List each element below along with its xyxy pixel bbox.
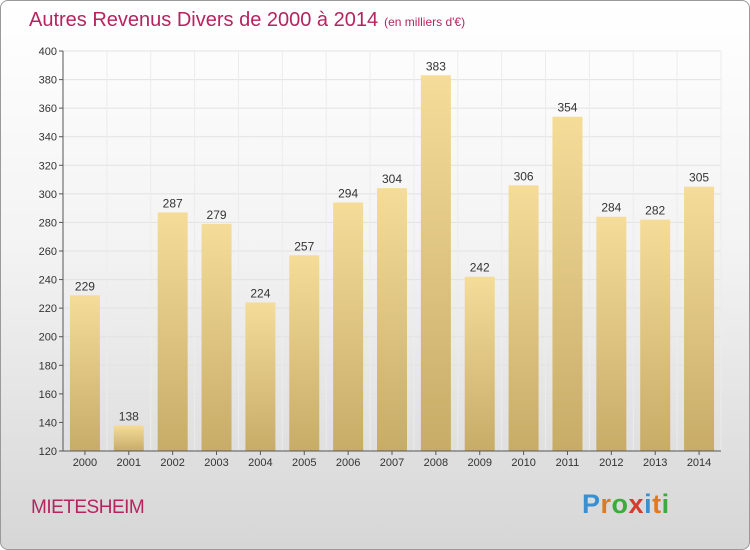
bar (157, 212, 188, 451)
location-label: MIETESHEIM (31, 497, 145, 518)
x-tick-label: 2000 (73, 457, 97, 469)
data-label: 224 (250, 286, 270, 300)
bar (420, 75, 451, 452)
brand-letter: i (644, 489, 653, 519)
y-tick-label: 120 (39, 446, 57, 458)
x-tick-label: 2014 (687, 457, 711, 469)
x-tick-label: 2002 (160, 457, 184, 469)
data-label: 354 (557, 101, 577, 115)
y-tick-label: 220 (39, 303, 57, 315)
x-tick-label: 2001 (117, 457, 141, 469)
x-tick-label: 2011 (556, 457, 580, 469)
brand-letter: o (611, 489, 629, 519)
y-tick-label: 320 (39, 160, 57, 172)
brand-letter: x (628, 489, 645, 519)
y-tick-label: 160 (39, 389, 57, 401)
y-tick-label: 180 (39, 360, 57, 372)
axes-group (59, 50, 721, 455)
data-label: 229 (75, 279, 95, 293)
bar (333, 202, 364, 451)
data-label: 305 (689, 171, 709, 185)
bar (377, 188, 407, 451)
bars-group (69, 75, 715, 452)
chart-title: Autres Revenus Divers de 2000 à 2014 (en … (29, 9, 465, 32)
bar (201, 223, 232, 451)
y-tick-label: 260 (39, 246, 57, 258)
brand-letter: r (600, 489, 612, 519)
x-tick-label: 2005 (292, 457, 316, 469)
y-tick-label: 200 (39, 332, 57, 344)
title-main: Autres Revenus Divers de 2000 à 2014 (29, 9, 379, 31)
brand-letter: t (652, 489, 662, 519)
data-label: 257 (294, 239, 314, 253)
y-tick-label: 240 (39, 275, 57, 287)
y-tick-label: 300 (39, 189, 57, 201)
y-tick-label: 400 (39, 46, 57, 58)
x-tick-label: 2004 (248, 457, 272, 469)
data-label: 138 (119, 409, 139, 423)
bar (508, 185, 539, 452)
y-tick-label: 140 (39, 417, 57, 429)
x-tick-label: 2009 (467, 457, 491, 469)
bar (684, 186, 715, 451)
data-label: 294 (338, 186, 358, 200)
data-label: 279 (207, 208, 227, 222)
bar (113, 425, 144, 451)
data-label: 383 (426, 59, 446, 73)
x-tick-label: 2007 (380, 457, 404, 469)
x-tick-label: 2008 (424, 457, 448, 469)
bar (640, 219, 671, 451)
brand-logo[interactable]: Proxiti (582, 489, 670, 520)
brand-letter: P (582, 489, 601, 519)
data-label: 304 (382, 172, 402, 186)
data-label: 306 (514, 169, 534, 183)
brand-letter: i (661, 489, 670, 519)
data-label: 242 (470, 261, 490, 275)
bar (464, 276, 495, 451)
chart-subtitle: (en milliers d'€) (384, 15, 466, 29)
y-tick-label: 380 (39, 75, 57, 87)
data-label: 282 (645, 204, 665, 218)
x-tick-label: 2010 (511, 457, 535, 469)
bar (289, 255, 320, 451)
x-tick-label: 2013 (643, 457, 667, 469)
bar (245, 302, 276, 451)
bar (596, 216, 627, 451)
x-tick-label: 2006 (336, 457, 360, 469)
bar (552, 116, 583, 451)
y-tick-label: 280 (39, 217, 57, 229)
data-label: 287 (163, 196, 183, 210)
x-tick-label: 2012 (599, 457, 623, 469)
y-tick-label: 360 (39, 103, 57, 115)
bar (69, 295, 100, 451)
y-tick-label: 340 (39, 132, 57, 144)
x-tick-label: 2003 (204, 457, 228, 469)
labels-group: 120 140 160 180 200 220 240 260 280 300 320 340 360 3… (39, 46, 712, 469)
data-label: 284 (601, 201, 621, 215)
